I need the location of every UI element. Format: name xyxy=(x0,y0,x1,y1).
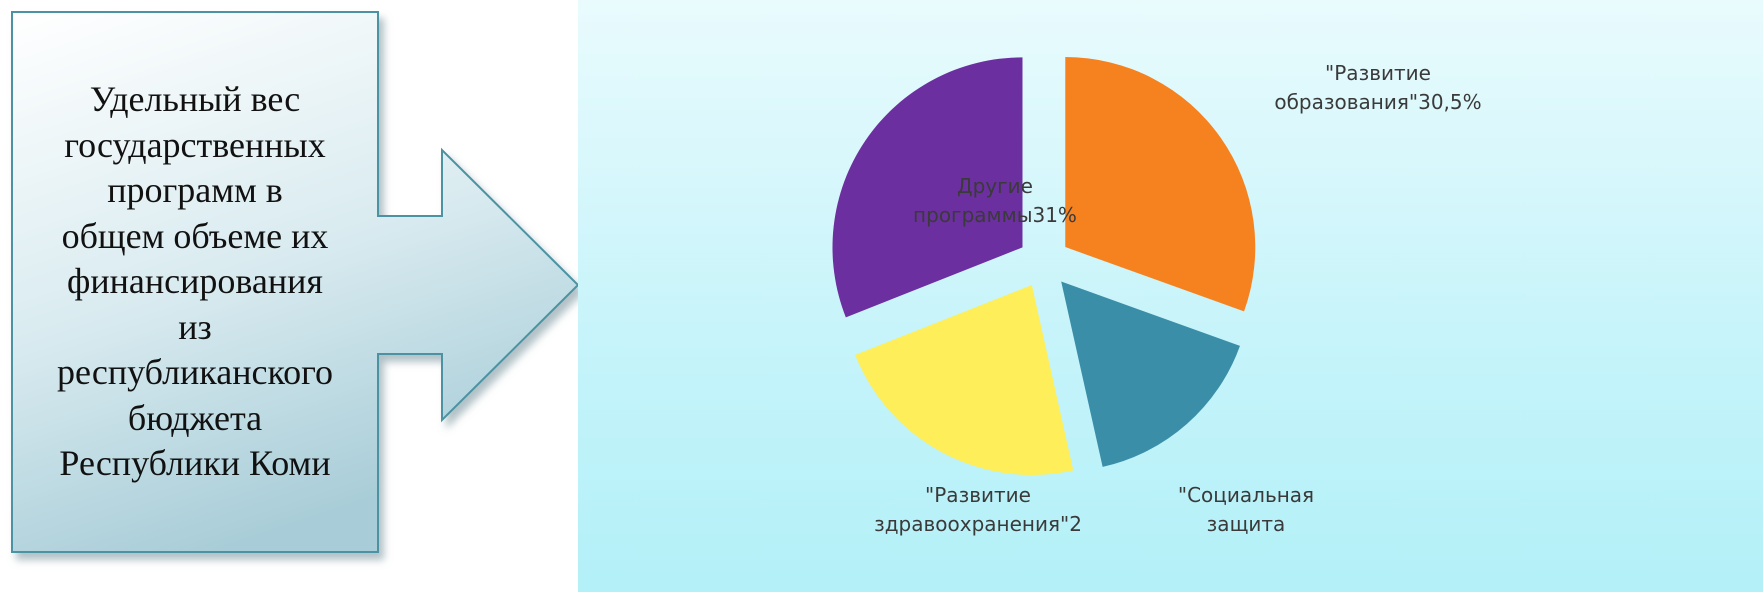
callout-text-line: финансирования xyxy=(67,261,323,302)
pie-slice xyxy=(832,57,1023,318)
pie-slice-label-line: защита xyxy=(1207,512,1286,536)
pie-slice-label-line: "Развитие xyxy=(1325,61,1431,85)
pie-slice-label-line: здравоохранения"2 xyxy=(874,512,1082,536)
callout-text-line: Республики Коми xyxy=(59,443,331,484)
callout-text-line: бюджета xyxy=(127,397,263,438)
pie-slice-label-line: программы31% xyxy=(913,203,1077,227)
pie-slice xyxy=(1061,281,1240,467)
callout-text-block: Удельный вес государственных программ в общ… xyxy=(57,77,333,487)
pie-chart: "Развитие образования"30,5% "Социальная защ… xyxy=(832,57,1482,536)
pie-slice xyxy=(1065,57,1256,312)
pie-slice-label: "Развитие здравоохранения"2 xyxy=(874,483,1082,536)
pie-slice xyxy=(855,284,1074,475)
pie-slice-label-line: образования"30,5% xyxy=(1274,90,1481,114)
callout-arrow: Удельный вес государственных программ в общ… xyxy=(0,0,590,592)
callout-shape xyxy=(11,11,580,553)
pie-slice-label: "Социальная защита xyxy=(1178,483,1314,536)
callout-text-line: Удельный вес xyxy=(89,79,301,120)
callout-text-line: общем объеме их xyxy=(61,215,329,256)
callout-text: Удельный вес государственных программ в общ… xyxy=(12,12,378,552)
callout-text-line: государственных xyxy=(64,124,326,165)
callout-text-line: республиканского xyxy=(57,352,333,393)
pie-slice-label: Другие программы31% xyxy=(913,174,1077,227)
callout-text-line: программ в xyxy=(107,170,283,211)
pie-slice-label: "Развитие образования"30,5% xyxy=(1274,61,1481,114)
pie-slice-label-line: "Развитие xyxy=(925,483,1031,507)
pie-slice-label-line: Другие xyxy=(957,174,1033,198)
chart-panel: "Развитие образования"30,5% "Социальная защ… xyxy=(578,0,1763,592)
callout-text-line: из xyxy=(178,306,212,347)
pie-slice-label-line: "Социальная xyxy=(1178,483,1314,507)
